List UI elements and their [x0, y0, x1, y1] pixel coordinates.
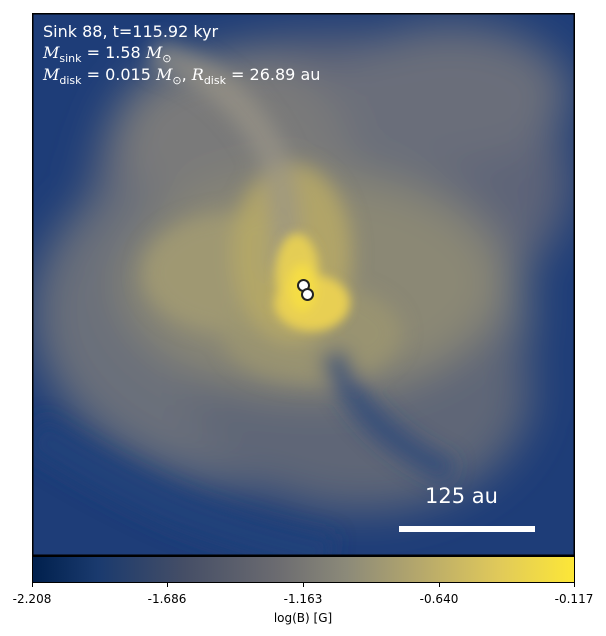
colorbar-tick [574, 583, 575, 587]
colorbar-tick-label: -0.117 [554, 592, 594, 606]
colorbar-tick-label: -1.163 [283, 592, 323, 606]
colorbar-label: log(B) [G] [273, 611, 333, 625]
field-image [33, 14, 574, 555]
msun-symbol-2: M [156, 65, 173, 84]
rdisk-value: = 26.89 au [225, 65, 321, 84]
colorbar [32, 556, 575, 583]
colorbar-tick-label: -0.640 [419, 592, 459, 606]
sink-title: Sink 88, t=115.92 kyr [43, 22, 219, 41]
msun-sub: ⊙ [162, 52, 172, 66]
mdisk-sub: disk [59, 74, 82, 88]
colorbar-tick [303, 583, 304, 587]
sink-mass-label: Msink = 1.58 M⊙ [43, 43, 171, 69]
disk-label: Mdisk = 0.015 M⊙, Rdisk = 26.89 au [43, 65, 320, 91]
rdisk-sub: disk [203, 74, 226, 88]
rdisk-symbol: R [191, 65, 204, 84]
colorbar-tick [32, 583, 33, 587]
colorbar-tick-label: -2.208 [12, 592, 52, 606]
separator: , [181, 65, 192, 84]
msun-sub-2: ⊙ [172, 74, 182, 88]
scale-bar-label: 125 au [425, 484, 498, 508]
mdisk-symbol: M [43, 65, 60, 84]
colorbar-tick [439, 583, 440, 587]
msun-symbol: M [145, 43, 163, 62]
colorbar-tick [167, 583, 168, 587]
scale-bar [399, 526, 535, 532]
magnetic-field-map: Sink 88, t=115.92 kyr Msink = 1.58 M⊙ Md… [32, 13, 575, 556]
colorbar-tick-label: -1.686 [147, 592, 187, 606]
msink-symbol: M [43, 43, 60, 62]
sink-marker-2 [301, 288, 314, 301]
msink-sub: sink [59, 52, 82, 66]
msink-value: = 1.58 [81, 43, 146, 62]
mdisk-value: = 0.015 [81, 65, 156, 84]
